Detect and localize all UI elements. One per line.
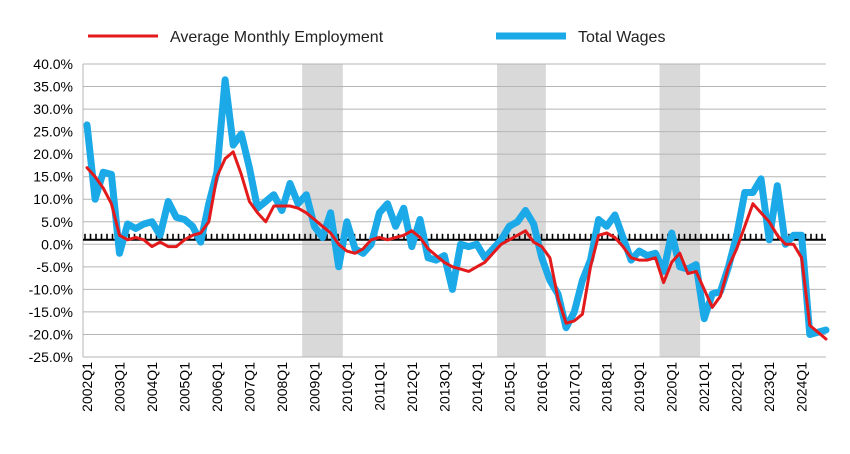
legend-label-wages: Total Wages <box>578 29 665 46</box>
x-tick-label: 2023Q1 <box>761 362 777 412</box>
y-axis-labels: 40.0% 35.0% 30.0% 25.0% 20.0% 15.0% 10.0% 5.0% 0… <box>29 56 73 365</box>
y-tick-label: -20.0% <box>29 326 73 342</box>
legend: Average Monthly Employment Total Wages <box>88 29 665 46</box>
y-tick-label: 15.0% <box>33 169 73 185</box>
y-tick-label: 40.0% <box>33 56 73 72</box>
x-tick-label: 2006Q1 <box>209 362 225 412</box>
y-tick-label: -5.0% <box>36 259 73 275</box>
y-tick-label: 30.0% <box>33 101 73 117</box>
x-tick-label: 2010Q1 <box>339 362 355 412</box>
x-tick-label: 2021Q1 <box>696 362 712 412</box>
x-tick-label: 2016Q1 <box>534 362 550 412</box>
shaded-period-2 <box>659 64 701 357</box>
x-tick-label: 2022Q1 <box>729 362 745 412</box>
recession-shading <box>302 64 701 357</box>
x-tick-label: 2020Q1 <box>664 362 680 412</box>
x-tick-label: 2007Q1 <box>241 362 257 412</box>
x-tick-label: 2017Q1 <box>566 362 582 412</box>
gridlines <box>82 63 826 358</box>
y-tick-label: 35.0% <box>33 79 73 95</box>
x-tick-label: 2002Q1 <box>79 362 95 412</box>
x-tick-label: 2013Q1 <box>436 362 452 412</box>
y-tick-label: 10.0% <box>33 191 73 207</box>
y-tick-label: -25.0% <box>29 349 73 365</box>
x-tick-label: 2004Q1 <box>144 362 160 412</box>
x-tick-label: 2024Q1 <box>794 362 810 412</box>
x-tick-label: 2008Q1 <box>274 362 290 412</box>
y-tick-label: 20.0% <box>33 146 73 162</box>
y-tick-label: 5.0% <box>41 214 73 230</box>
x-tick-label: 2014Q1 <box>469 362 485 412</box>
x-tick-label: 2019Q1 <box>631 362 647 412</box>
y-tick-label: 0.0% <box>41 236 73 252</box>
x-tick-label: 2018Q1 <box>599 362 615 412</box>
y-tick-label: -15.0% <box>29 304 73 320</box>
x-axis: 2002Q1 2003Q1 2004Q1 2005Q1 2006Q1 2007Q1 2008… <box>79 362 810 412</box>
x-tick-label: 2012Q1 <box>404 362 420 412</box>
x-tick-label: 2005Q1 <box>176 362 192 412</box>
x-tick-label: 2003Q1 <box>111 362 127 412</box>
series-line-wages <box>83 76 830 338</box>
series-lines <box>83 76 830 341</box>
series-line-employment <box>85 150 828 341</box>
x-tick-label: 2015Q1 <box>501 362 517 412</box>
legend-label-employment: Average Monthly Employment <box>170 29 384 46</box>
y-tick-label: 25.0% <box>33 124 73 140</box>
x-tick-label: 2009Q1 <box>306 362 322 412</box>
x-tick-label: 2011Q1 <box>371 362 387 411</box>
y-tick-label: -10.0% <box>29 281 73 297</box>
